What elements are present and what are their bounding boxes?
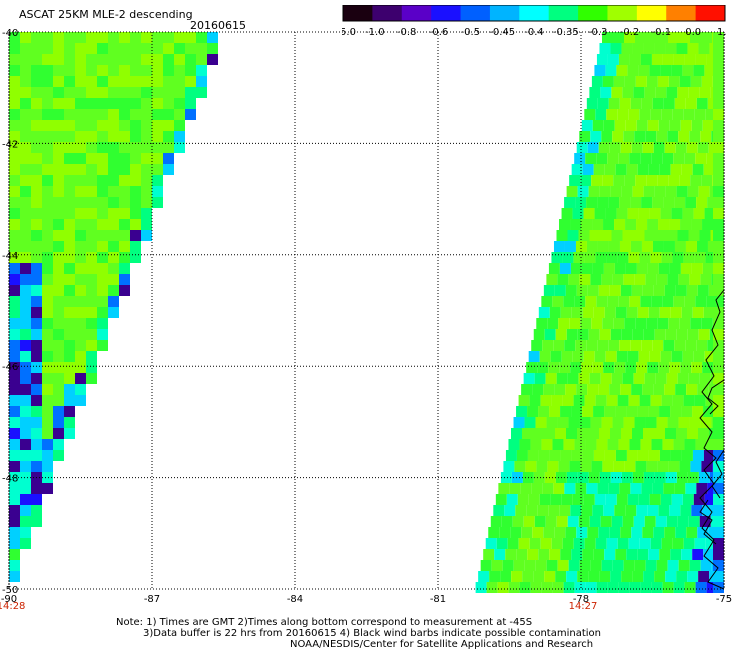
color-swatch [636, 5, 667, 21]
colorbar-tick-label: 0.0 [685, 27, 701, 37]
colorbar-tick-label: -0.3 [588, 27, 608, 37]
color-scale: -15.0 -1.0 -0.8 -0.6 -0.5 -0.45 -0.4 -0.35 -0.3 -… [342, 5, 726, 37]
colorbar-tick-label: -0.4 [524, 27, 544, 37]
color-swatch [578, 5, 608, 21]
colorbar-tick-label: -15.0 [342, 27, 356, 37]
coastline-segment [707, 379, 725, 415]
lat-lon-grid [8, 31, 725, 590]
product-date: 20160615 [190, 19, 246, 32]
coastline-segment [699, 289, 725, 590]
color-swatch [519, 5, 550, 21]
time-label: 14:28 [0, 601, 25, 612]
color-swatch [372, 5, 403, 21]
colorbar-tick-label: -0.1 [652, 27, 672, 37]
colorbar-tick-label: -0.8 [397, 27, 417, 37]
note-line-1: Note: 1) Times are GMT 2)Times along bot… [116, 617, 533, 628]
color-swatch [431, 5, 462, 21]
colorbar-tick-label: -0.35 [553, 27, 579, 37]
colorbar-tick-label: -0.6 [429, 27, 449, 37]
lon-label: -84 [287, 594, 303, 605]
lon-label: -78 [573, 594, 589, 605]
colorbar-frame [342, 5, 726, 22]
coastline-segment [711, 449, 725, 499]
lat-label: -44 [2, 251, 18, 262]
coastline-segment [699, 499, 717, 545]
lon-label: -90 [1, 594, 17, 605]
lat-label: -42 [2, 139, 18, 150]
color-swatch [460, 5, 491, 21]
lon-label: -81 [430, 594, 446, 605]
coastline [699, 289, 725, 590]
note-line-2: 3)Data buffer is 22 hrs from 20160615 4)… [143, 628, 601, 639]
note-line-3: NOAA/NESDIS/Center for Satellite Applica… [290, 639, 594, 650]
swath-pixels [9, 32, 724, 593]
lat-label: -48 [2, 474, 18, 485]
axis-labels: -40 -42 -44 -46 -48 -50-90 -87 -84 -81 -78 -75 14:2… [0, 28, 732, 612]
lat-label: -50 [2, 585, 18, 596]
color-swatch [548, 5, 579, 21]
product-title: ASCAT 25KM MLE-2 descending [19, 8, 193, 21]
lon-label: -87 [144, 594, 160, 605]
colorbar-tick-label: -1.0 [365, 27, 385, 37]
colorbar-tick-label: -0.45 [489, 27, 515, 37]
color-swatch [607, 5, 638, 21]
colorbar-tick-label: 1.0 [717, 27, 726, 37]
colorbar-tick-label: -0.2 [620, 27, 640, 37]
lon-label: -75 [716, 594, 732, 605]
color-swatch [401, 5, 432, 21]
colorbar-tick-label: -0.5 [461, 27, 481, 37]
time-label: 14:27 [569, 601, 598, 612]
lat-label: -46 [2, 362, 18, 373]
color-swatch [666, 5, 697, 21]
color-swatch [489, 5, 520, 21]
color-swatch [343, 5, 373, 21]
lat-label: -40 [2, 28, 18, 39]
color-swatch [695, 5, 726, 21]
